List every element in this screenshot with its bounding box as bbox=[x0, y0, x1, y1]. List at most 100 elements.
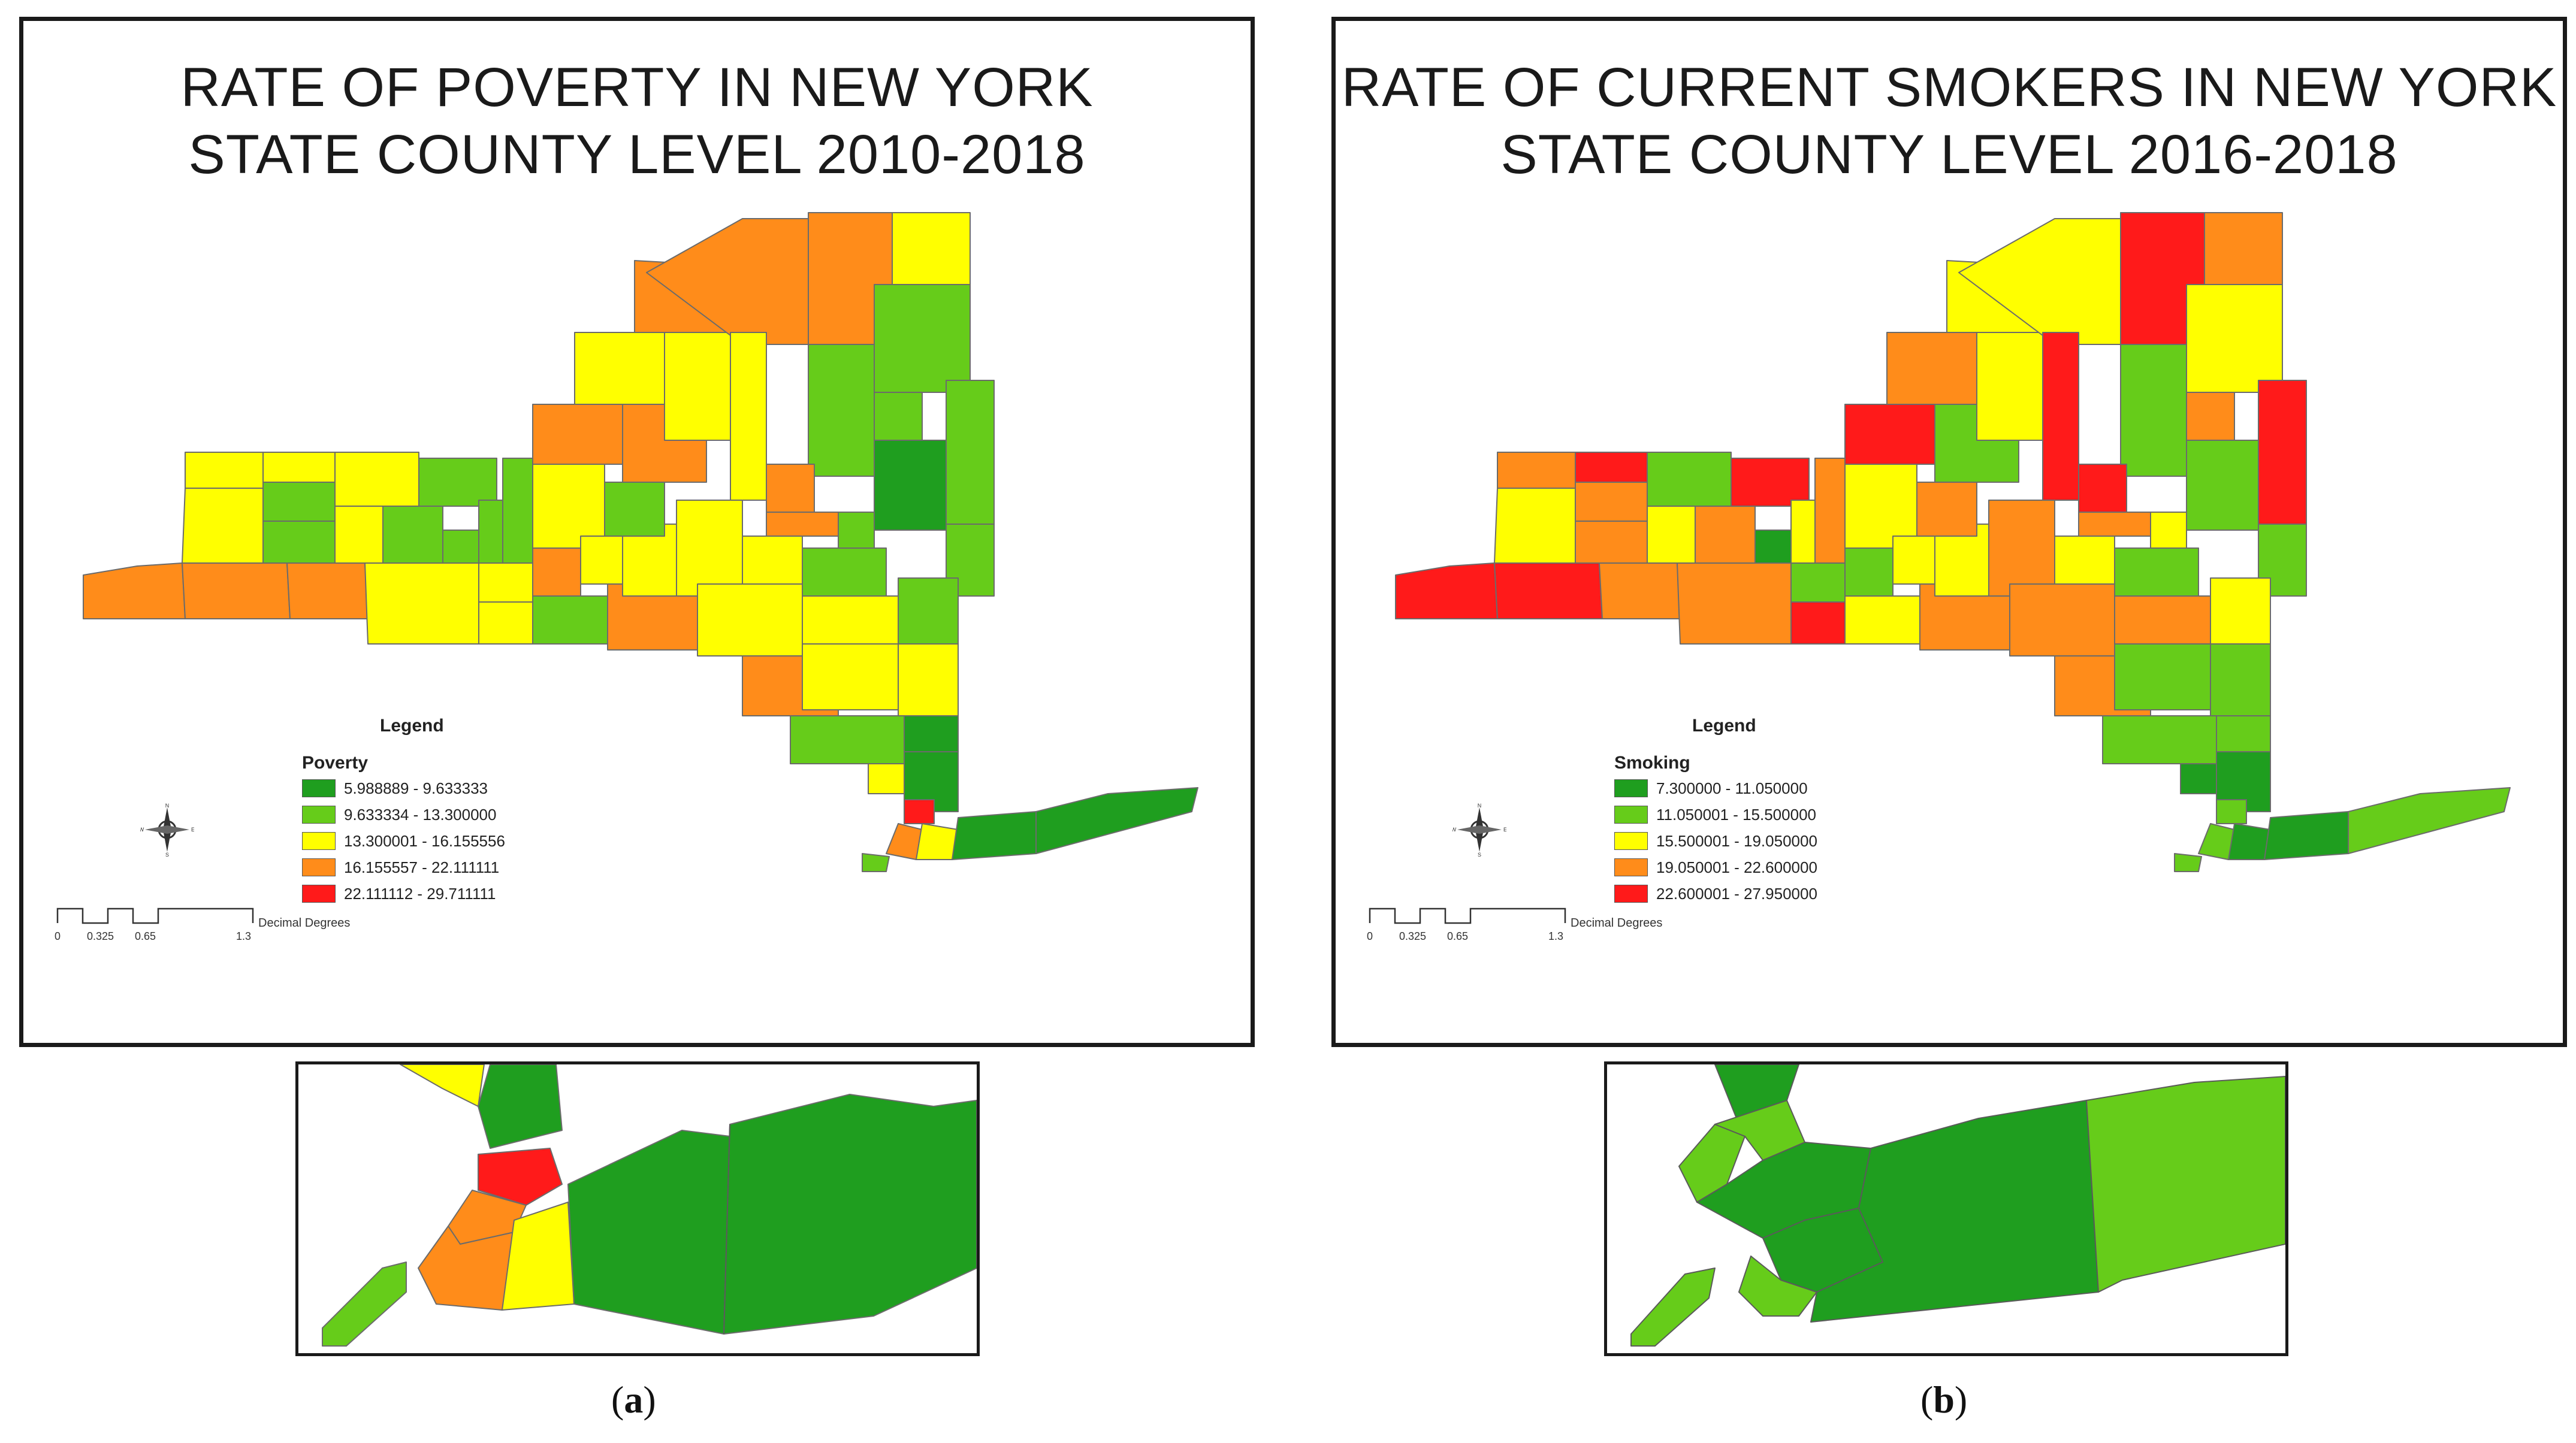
legend-heading: Legend bbox=[1692, 716, 1756, 736]
legend-label: 13.300001 - 16.155556 bbox=[344, 831, 505, 850]
legend-label: 19.050001 - 22.600000 bbox=[1656, 858, 1817, 876]
county-essex bbox=[874, 284, 971, 393]
svg-text:E: E bbox=[1503, 827, 1506, 833]
county-herkimer bbox=[730, 332, 767, 501]
legend-swatch bbox=[1614, 806, 1648, 824]
caption-a: (a) bbox=[611, 1378, 656, 1421]
scale-tick: 0 bbox=[55, 930, 61, 942]
county-schenectady bbox=[838, 512, 875, 549]
scale-tick: 0 bbox=[1367, 930, 1373, 942]
legend-item: 19.050001 - 22.600000 bbox=[1614, 856, 1817, 879]
county-chautauqua bbox=[83, 562, 186, 619]
legend-swatch bbox=[1614, 858, 1648, 876]
county-dutchess bbox=[898, 643, 959, 716]
north-arrow-icon: N S E W bbox=[1452, 803, 1506, 857]
county-schuyler bbox=[478, 562, 533, 603]
county-stlawrence-n bbox=[646, 218, 809, 345]
nyc-inset-svg bbox=[1630, 1064, 2285, 1347]
legend-label: 15.500001 - 19.050000 bbox=[1656, 831, 1817, 850]
county-queens bbox=[916, 823, 959, 860]
county-saratoga bbox=[874, 440, 947, 531]
county-schoharie bbox=[742, 536, 803, 585]
scale-tick: 0.65 bbox=[135, 930, 156, 942]
county-montgomery bbox=[766, 512, 839, 537]
county-cayuga bbox=[502, 458, 533, 564]
county-jefferson bbox=[574, 332, 665, 405]
legend-label: 22.600001 - 27.950000 bbox=[1656, 884, 1817, 903]
county-oswego bbox=[532, 404, 623, 465]
county-chemung bbox=[478, 601, 533, 645]
county-albany bbox=[802, 547, 887, 597]
map-title: RATE OF CURRENT SMOKERS IN NEW YORK STAT… bbox=[1341, 57, 2557, 185]
county-orleans bbox=[262, 452, 336, 483]
legend-label: 11.050001 - 15.500000 bbox=[1656, 805, 1816, 824]
county-bronx bbox=[904, 799, 935, 824]
scale-tick: 1.3 bbox=[236, 930, 252, 942]
county-putnam bbox=[904, 715, 959, 752]
legend-swatch bbox=[1614, 779, 1648, 797]
nyc-inset-svg bbox=[322, 1064, 977, 1347]
legend-item: 22.600001 - 27.950000 bbox=[1614, 882, 1817, 905]
county-rockland bbox=[868, 763, 905, 794]
county-ontario bbox=[382, 506, 443, 564]
county-lewis bbox=[664, 332, 731, 441]
legend-item: 5.988889 - 9.633333 bbox=[302, 777, 488, 800]
county-clinton bbox=[892, 212, 971, 285]
map-title: RATE OF POVERTY IN NEW YORK STATE COUNTY… bbox=[180, 57, 1094, 185]
legend-label: 5.988889 - 9.633333 bbox=[344, 779, 488, 797]
county-richmond bbox=[862, 853, 890, 872]
county-madison bbox=[604, 482, 665, 537]
county-steuben bbox=[364, 562, 479, 645]
county-delaware bbox=[697, 583, 803, 657]
svg-text:W: W bbox=[1452, 827, 1457, 833]
caption-letter: b bbox=[1933, 1378, 1955, 1421]
county-nassau bbox=[952, 811, 1037, 860]
county-wayne bbox=[418, 458, 497, 507]
legend-swatch bbox=[302, 806, 336, 824]
svg-text:S: S bbox=[165, 852, 169, 857]
county-hamilton bbox=[808, 344, 875, 477]
county-tompkins bbox=[532, 547, 581, 597]
county-otsego bbox=[676, 500, 743, 597]
svg-text:W: W bbox=[140, 827, 144, 833]
legend-item: 22.111112 - 29.711111 bbox=[302, 882, 496, 905]
legend-item: 11.050001 - 15.500000 bbox=[1614, 803, 1816, 826]
ny-state-map bbox=[83, 212, 1198, 872]
svg-text:N: N bbox=[1478, 803, 1482, 809]
legend-label: 7.300000 - 11.050000 bbox=[1656, 779, 1808, 797]
legend-variable: Poverty bbox=[302, 753, 369, 773]
north-arrow-icon: N S E W bbox=[140, 803, 194, 857]
scale-bar bbox=[56, 907, 254, 924]
legend-label: 22.111112 - 29.711111 bbox=[344, 884, 496, 903]
county-wyoming bbox=[262, 521, 336, 564]
county-genesee bbox=[262, 482, 336, 522]
smoking-map-panel: RATE OF CURRENT SMOKERS IN NEW YORK STAT… bbox=[1331, 17, 2567, 1047]
county-tioga bbox=[532, 595, 608, 645]
county-yates bbox=[442, 530, 479, 564]
county-fulton bbox=[766, 464, 815, 513]
legend-swatch bbox=[1614, 832, 1648, 850]
svg-text:N: N bbox=[165, 803, 170, 809]
county-orange bbox=[790, 715, 905, 764]
county-allegany bbox=[286, 562, 369, 619]
county-cortland bbox=[580, 536, 623, 585]
legend-item: 13.300001 - 16.155556 bbox=[302, 830, 505, 852]
county-monroe bbox=[334, 452, 419, 507]
legend-item: 16.155557 - 22.111111 bbox=[302, 856, 499, 879]
legend-swatch bbox=[302, 832, 336, 850]
scale-tick: 0.325 bbox=[1399, 930, 1427, 942]
caption-b: (b) bbox=[1920, 1378, 1968, 1421]
legend-item: 15.500001 - 19.050000 bbox=[1614, 830, 1817, 852]
legend-swatch bbox=[302, 885, 336, 903]
svg-text:E: E bbox=[191, 827, 194, 833]
county-niagara bbox=[185, 452, 264, 489]
county-ulster bbox=[802, 643, 899, 710]
svg-text:S: S bbox=[1478, 852, 1481, 857]
legend-label: 16.155557 - 22.111111 bbox=[344, 858, 500, 876]
county-cattaraugus bbox=[182, 562, 291, 619]
ny-state-map bbox=[1395, 212, 2511, 872]
caption-letter: a bbox=[624, 1378, 644, 1421]
legend-label: 9.633334 - 13.300000 bbox=[344, 805, 497, 824]
county-washington bbox=[946, 380, 995, 525]
legend-swatch bbox=[302, 858, 336, 876]
